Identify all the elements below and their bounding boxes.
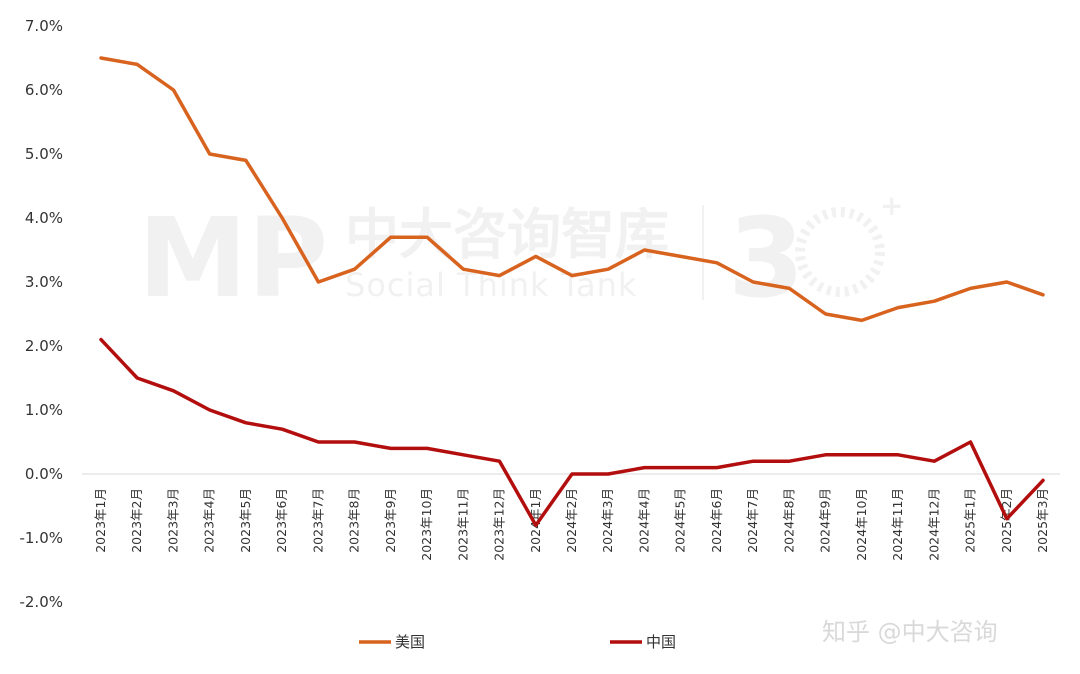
x-tick-label: 2023年9月 [383,488,398,553]
x-axis: 2023年1月 2023年2月 2023年3月 2023年4月 2023年5月 2023年… [93,488,1050,561]
x-tick-label: 2024年3月 [600,488,615,553]
legend-label: 美国 [395,633,425,651]
x-tick-label: 2024年1月 [528,488,543,553]
y-tick-label: 2.0% [25,337,63,355]
legend-label: 中国 [646,633,676,651]
x-tick-label: 2025年3月 [1035,488,1050,553]
x-tick-label: 2023年7月 [310,488,325,553]
y-tick-label: 3.0% [25,273,63,291]
y-tick-label: 0.0% [25,465,63,483]
watermark-anniversary: 3 [728,194,805,322]
y-tick-label: 4.0% [25,209,63,227]
y-tick-label: -2.0% [19,593,63,611]
x-tick-label: 2024年10月 [854,488,869,561]
x-tick-label: 2023年12月 [492,488,507,561]
x-tick-label: 2024年4月 [636,488,651,553]
series-line-china [99,337,1045,527]
x-tick-label: 2024年11月 [890,488,905,561]
y-tick-label: 7.0% [25,17,63,35]
watermark-sunburst [795,207,885,297]
y-axis: 7.0% 6.0% 5.0% 4.0% 3.0% 2.0% 1.0% 0.0% -1.0% -2.… [19,17,63,611]
x-tick-label: 2024年8月 [781,488,796,553]
x-tick-label: 2024年7月 [745,488,760,553]
x-tick-label: 2024年9月 [818,488,833,553]
x-tick-label: 2024年12月 [926,488,941,561]
x-tick-label: 2023年4月 [202,488,217,553]
y-tick-label: 5.0% [25,145,63,163]
x-tick-label: 2023年11月 [455,488,470,561]
series-lines [99,56,1045,527]
y-tick-label: 1.0% [25,401,63,419]
watermark-plus: + [880,189,903,222]
x-tick-label: 2023年10月 [419,488,434,561]
y-tick-label: 6.0% [25,81,63,99]
x-tick-label: 2023年8月 [347,488,362,553]
series-line-usa [99,56,1045,323]
legend: 美国 中国 [359,633,676,651]
x-tick-label: 2023年5月 [238,488,253,553]
x-tick-label: 2025年1月 [963,488,978,553]
watermark-logo: MP [138,194,328,322]
watermark-name: 中大咨询智库 [345,203,669,266]
y-tick-label: -1.0% [19,529,63,547]
credit-text: 知乎 @中大咨询 [822,618,998,646]
x-tick-label: 2023年6月 [274,488,289,553]
x-tick-label: 2024年5月 [673,488,688,553]
x-tick-label: 2023年2月 [129,488,144,553]
x-tick-label: 2024年2月 [564,488,579,553]
x-tick-label: 2023年1月 [93,488,108,553]
x-tick-label: 2023年3月 [165,488,180,553]
watermark: MP 中大咨询智库 Social Think Tank 3 + [138,189,903,322]
x-tick-label: 2024年6月 [709,488,724,553]
